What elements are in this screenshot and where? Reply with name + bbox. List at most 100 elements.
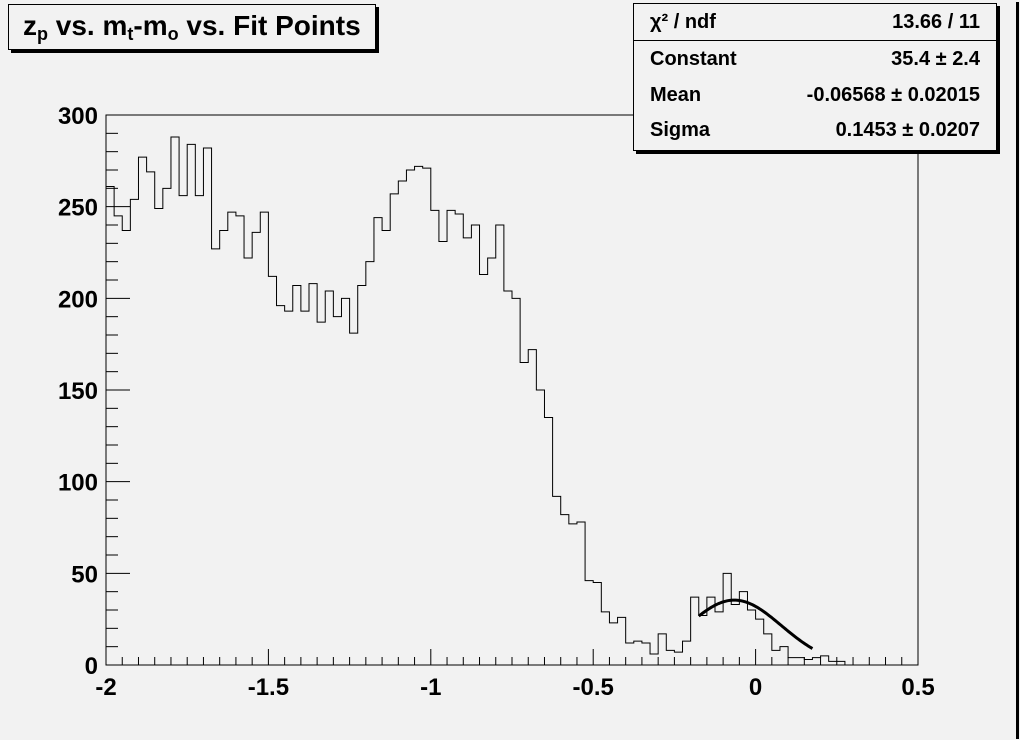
histogram-bin — [341, 298, 349, 665]
histogram-title: zp vs. mt-mo vs. Fit Points — [8, 4, 376, 50]
stats-value: -0.06568 ± 0.02015 — [806, 84, 980, 106]
histogram-bin — [650, 654, 658, 665]
histogram-bin — [431, 210, 439, 665]
x-tick-label: -2 — [95, 674, 116, 701]
histogram-bin — [366, 262, 374, 665]
histogram-bin — [138, 157, 146, 665]
histogram-bin — [374, 218, 382, 665]
histogram-bin — [666, 650, 674, 665]
title-part: -m — [133, 10, 168, 41]
histogram-bin — [333, 317, 341, 665]
y-tick-label: 250 — [58, 195, 98, 222]
histogram-bin — [699, 616, 707, 666]
histogram-bin — [658, 634, 666, 665]
stats-value: 0.1453 ± 0.0207 — [835, 119, 980, 141]
histogram-bin — [163, 188, 171, 665]
histogram-bin — [187, 144, 195, 665]
histogram-bin — [155, 209, 163, 666]
histogram-bin — [747, 610, 755, 665]
histogram-bin — [301, 311, 309, 665]
histogram-bin — [463, 238, 471, 665]
gaussian-fit-curve — [697, 598, 814, 650]
histogram-bin — [593, 583, 601, 666]
axis-ticks — [105, 114, 919, 666]
histogram-bin — [439, 242, 447, 666]
x-tick-label: -0.5 — [573, 674, 614, 701]
histogram-bin — [252, 232, 260, 665]
stats-row-mean: Mean -0.06568 ± 0.02015 — [650, 77, 980, 113]
stats-row-sigma: Sigma 0.1453 ± 0.0207 — [650, 112, 980, 148]
histogram-bin — [488, 258, 496, 665]
histogram-bins — [106, 137, 845, 665]
histogram-bin — [293, 286, 301, 666]
histogram-bin — [528, 350, 536, 665]
histogram-bin — [203, 148, 211, 665]
histogram-bin — [569, 524, 577, 665]
title-sub: p — [37, 24, 48, 44]
histogram-bin — [585, 581, 593, 665]
histogram-bin — [812, 658, 820, 665]
title-sub: o — [167, 24, 179, 44]
histogram-bin — [504, 291, 512, 665]
histogram-bin — [285, 311, 293, 665]
frame-shadow — [1016, 2, 1019, 739]
axis-tick-labels: -2 -1.5 -1 -0.5 0 0.5 0 50 100 150 200 250 300 — [58, 103, 935, 701]
y-tick-label: 50 — [71, 561, 98, 588]
histogram-bin — [423, 168, 431, 665]
histogram-bin — [350, 333, 358, 665]
histogram-bin — [683, 641, 691, 665]
x-tick-label: -1.5 — [248, 674, 289, 701]
histogram-bin — [268, 276, 276, 665]
histogram-bin — [195, 196, 203, 665]
histogram-bin — [626, 643, 634, 665]
y-tick-label: 0 — [85, 653, 98, 680]
histogram-bin — [480, 275, 488, 666]
histogram-bin — [796, 658, 804, 665]
histogram-bin — [220, 231, 228, 666]
histogram-bin — [244, 258, 252, 665]
stats-key: Constant — [650, 48, 737, 70]
title-part: z — [23, 10, 37, 41]
histogram-bin — [715, 612, 723, 665]
stats-row-constant: Constant 35.4 ± 2.4 — [650, 41, 980, 77]
histogram-bin — [520, 363, 528, 666]
stats-key: Sigma — [650, 119, 711, 141]
histogram-bin — [455, 214, 463, 665]
stats-key: χ² / ndf — [650, 11, 716, 33]
x-tick-label: -1 — [420, 674, 441, 701]
stats-row-chi2: χ² / ndf 13.66 / 11 — [650, 4, 980, 40]
histogram-bin — [277, 306, 285, 665]
histogram-bin — [618, 617, 626, 665]
histogram-bin — [471, 225, 479, 665]
histogram-bin — [171, 137, 179, 665]
histogram-bin — [780, 647, 788, 665]
histogram-bin — [634, 641, 642, 665]
stats-key: Mean — [650, 84, 702, 106]
histogram-bin — [122, 231, 130, 666]
histogram-bin — [512, 298, 520, 665]
title-part: vs. Fit Points — [178, 10, 361, 41]
histogram-bin — [390, 194, 398, 665]
histogram-bin — [325, 291, 333, 665]
histogram-bin — [179, 196, 187, 665]
histogram-bin — [674, 652, 682, 665]
title-sub: t — [127, 24, 134, 44]
histogram-bin — [114, 216, 122, 665]
histogram-bin — [398, 181, 406, 665]
histogram-bin — [496, 225, 504, 665]
stats-separator — [634, 40, 996, 41]
x-tick-label: 0 — [749, 674, 762, 701]
histogram-bin — [731, 605, 739, 666]
histogram-outline — [105, 136, 918, 666]
histogram-bin — [536, 390, 544, 665]
histogram-bin — [236, 216, 244, 665]
histogram-bin — [609, 623, 617, 665]
y-tick-label: 150 — [58, 378, 98, 405]
histogram-bin — [772, 650, 780, 665]
stats-value: 13.66 / 11 — [892, 11, 980, 33]
title-part: vs. m — [48, 10, 128, 41]
plot-frame — [105, 114, 919, 666]
histogram-bin — [691, 597, 699, 665]
